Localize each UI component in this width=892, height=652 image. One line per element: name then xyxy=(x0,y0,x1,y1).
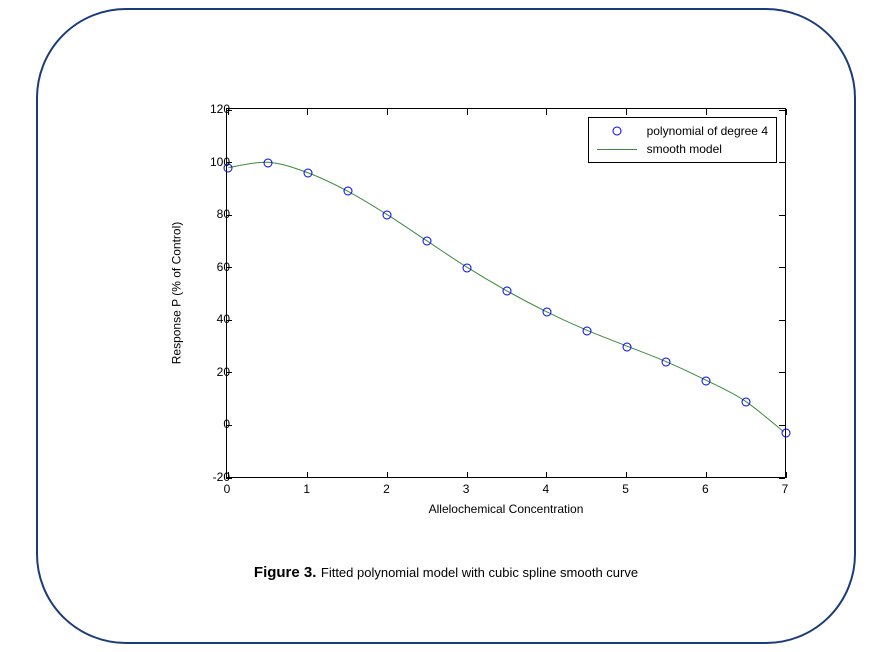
x-tick xyxy=(307,472,308,478)
figure-caption: Figure 3. Fitted polynomial model with c… xyxy=(38,564,854,582)
legend-entry-markers: polynomial of degree 4 xyxy=(597,122,768,140)
data-marker xyxy=(742,397,751,406)
y-tick xyxy=(779,162,785,163)
legend-label-curve: smooth model xyxy=(647,142,722,156)
y-tick-label: 100 xyxy=(210,155,230,169)
x-tick xyxy=(467,472,468,478)
x-tick xyxy=(786,472,787,478)
circle-marker-icon xyxy=(612,127,621,136)
data-marker xyxy=(782,429,791,438)
y-tick-label: 120 xyxy=(210,102,230,116)
x-axis-title: Allelochemical Concentration xyxy=(226,502,786,516)
legend-sample-line xyxy=(597,142,637,156)
x-tick xyxy=(307,109,308,115)
x-tick xyxy=(387,109,388,115)
x-tick-label: 7 xyxy=(782,482,789,496)
y-tick xyxy=(779,215,785,216)
smooth-curve-path xyxy=(229,162,784,431)
y-tick-label: 40 xyxy=(217,312,230,326)
x-tick-label: 5 xyxy=(622,482,629,496)
x-tick-label: 0 xyxy=(224,482,231,496)
figure-number: Figure 3. xyxy=(254,564,317,581)
data-marker xyxy=(383,211,392,220)
chart-container: Response P (% of Control) polynomial of … xyxy=(158,98,806,530)
y-tick-label: -20 xyxy=(213,470,230,484)
y-axis-title: Response P (% of Control) xyxy=(168,108,184,478)
rounded-border-frame: Response P (% of Control) polynomial of … xyxy=(36,8,856,644)
y-tick xyxy=(779,267,785,268)
x-axis-title-text: Allelochemical Concentration xyxy=(429,502,584,516)
y-tick-label: 0 xyxy=(223,417,230,431)
data-marker xyxy=(263,158,272,167)
figure-caption-text: Fitted polynomial model with cubic splin… xyxy=(321,565,638,580)
y-tick xyxy=(779,478,785,479)
legend-entry-curve: smooth model xyxy=(597,140,768,158)
x-tick xyxy=(626,472,627,478)
y-tick-label: 20 xyxy=(217,365,230,379)
y-tick-label: 80 xyxy=(217,207,230,221)
data-marker xyxy=(303,169,312,178)
x-tick xyxy=(467,109,468,115)
x-tick xyxy=(546,109,547,115)
x-tick xyxy=(706,109,707,115)
x-tick xyxy=(786,109,787,115)
y-tick xyxy=(779,320,785,321)
data-marker xyxy=(582,326,591,335)
data-marker xyxy=(702,376,711,385)
line-icon xyxy=(597,149,637,150)
y-axis-title-text: Response P (% of Control) xyxy=(169,222,183,365)
x-tick-label: 3 xyxy=(463,482,470,496)
x-tick xyxy=(387,472,388,478)
y-tick xyxy=(779,372,785,373)
y-tick xyxy=(779,110,785,111)
data-marker xyxy=(343,187,352,196)
x-tick-label: 1 xyxy=(303,482,310,496)
y-tick xyxy=(779,425,785,426)
x-tick xyxy=(706,472,707,478)
data-marker xyxy=(622,342,631,351)
data-marker xyxy=(463,263,472,272)
x-tick-label: 2 xyxy=(383,482,390,496)
x-tick xyxy=(546,472,547,478)
data-marker xyxy=(423,237,432,246)
x-tick-label: 4 xyxy=(543,482,550,496)
x-tick xyxy=(626,109,627,115)
plot-area: polynomial of degree 4 smooth model xyxy=(226,108,786,478)
data-marker xyxy=(503,287,512,296)
data-marker xyxy=(542,308,551,317)
legend-label-markers: polynomial of degree 4 xyxy=(647,124,768,138)
x-tick-label: 6 xyxy=(702,482,709,496)
y-tick-label: 60 xyxy=(217,260,230,274)
legend-sample-marker xyxy=(597,124,637,138)
legend: polynomial of degree 4 smooth model xyxy=(588,117,777,163)
data-marker xyxy=(662,358,671,367)
